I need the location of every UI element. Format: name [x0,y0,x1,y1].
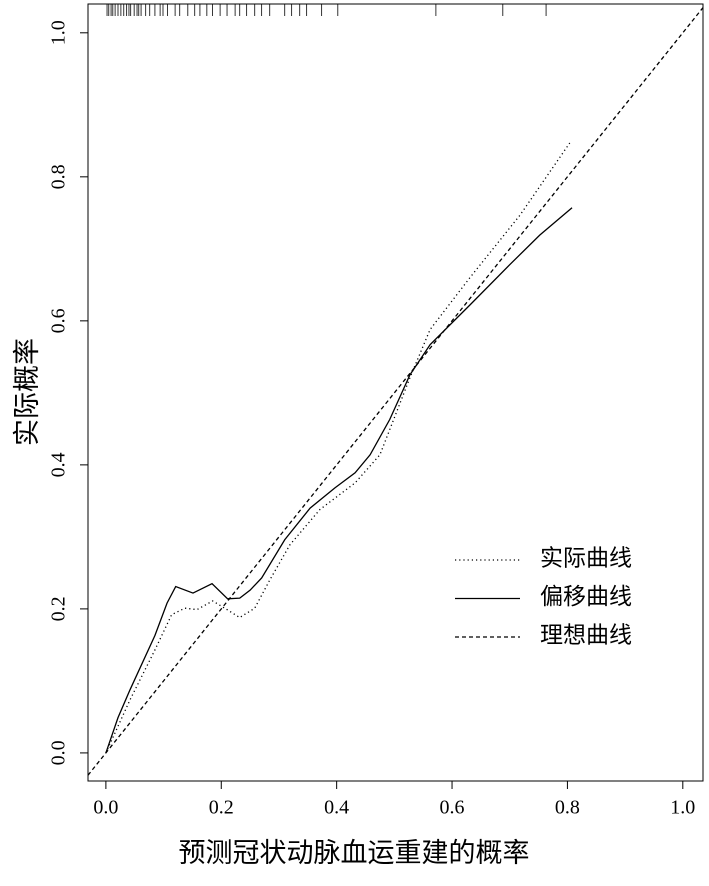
y-tick-label: 0.2 [48,596,70,621]
legend-label: 偏移曲线 [540,584,632,609]
plot-box [87,3,704,782]
x-tick-label: 0.6 [440,797,465,819]
x-tick-label: 0.4 [324,797,349,819]
series-line [105,207,573,754]
x-tick-label: 0.0 [93,797,118,819]
y-tick-label: 1.0 [48,20,70,45]
x-axis-label: 预测冠状动脉血运重建的概率 [179,838,530,868]
series-line [105,142,571,754]
series-line [87,7,704,776]
x-tick-label: 0.2 [209,797,234,819]
y-axis-label: 实际概率 [12,338,42,446]
x-tick-label: 1.0 [670,797,695,819]
legend-label: 理想曲线 [540,622,632,647]
x-tick-label: 0.8 [555,797,580,819]
y-tick-label: 0.0 [48,740,70,765]
y-tick-label: 0.8 [48,164,70,189]
legend-label: 实际曲线 [540,545,632,570]
y-tick-label: 0.6 [48,308,70,333]
y-tick-label: 0.4 [48,452,70,477]
